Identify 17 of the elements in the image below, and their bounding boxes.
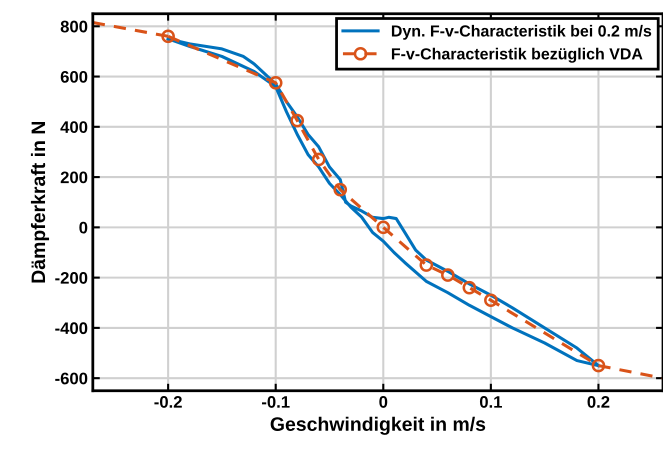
y-tick-label: 200 xyxy=(60,171,88,184)
legend-label: F-v-Characteristik bezüglich VDA xyxy=(392,48,642,63)
y-tick-label: -400 xyxy=(55,322,88,334)
y-tick-label: -600 xyxy=(55,372,88,384)
x-tick-label: -0.2 xyxy=(154,396,182,408)
x-axis-title: Geschwindigkeit in m/s xyxy=(270,416,486,435)
y-tick-label: 0 xyxy=(79,222,88,234)
x-tick-label: -0.1 xyxy=(262,396,290,408)
x-tick-label: 0 xyxy=(379,396,388,408)
y-tick-label: 800 xyxy=(60,20,88,32)
x-tick-label: 0.1 xyxy=(480,396,502,408)
legend-label: Dyn. F-v-Characteristik bei 0.2 m/s xyxy=(392,24,652,40)
y-axis-title: Dämpferkraft in N xyxy=(30,122,50,282)
y-tick-label: -200 xyxy=(55,272,88,284)
y-tick-label: 600 xyxy=(60,70,88,83)
y-tick-label: 400 xyxy=(60,121,88,134)
x-tick-label: 0.2 xyxy=(588,396,610,408)
